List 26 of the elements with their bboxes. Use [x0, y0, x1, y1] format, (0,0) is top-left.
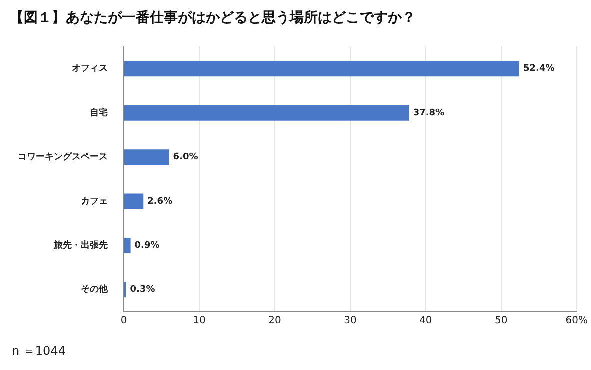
- x-tick-label: 0: [120, 316, 128, 327]
- bar: [124, 238, 131, 254]
- data-label: 0.3%: [130, 285, 156, 296]
- y-tick-label: 自宅: [90, 107, 108, 118]
- text: n ＝1044: [12, 344, 66, 358]
- x-tick-label: 10: [193, 316, 206, 327]
- bar: [124, 61, 520, 77]
- y-tick-label: コワーキングスペース: [18, 152, 108, 163]
- y-tick-label: 旅先・出張先: [53, 240, 108, 252]
- data-label: 37.8%: [413, 108, 445, 118]
- x-tick-label: 20: [268, 316, 282, 327]
- x-tick-label: 50: [495, 316, 508, 327]
- bar: [124, 194, 144, 210]
- data-label: 0.9%: [134, 241, 160, 252]
- x-tick-label: 40: [420, 316, 432, 327]
- bar: [124, 150, 170, 166]
- y-tick-label: カフェ: [81, 196, 108, 207]
- x-tick-label: 60%: [566, 316, 588, 327]
- x-tick-label: 30: [344, 316, 357, 327]
- data-label: 52.4%: [524, 64, 555, 74]
- y-tick-label: オフィス: [72, 64, 108, 74]
- chart-title: 【図１】あなたが一番仕事がはかどると思う場所はどこですか？: [10, 10, 416, 26]
- y-tick-label: その他: [81, 284, 109, 296]
- data-label: 6.0%: [173, 152, 198, 163]
- data-label: 2.6%: [148, 196, 173, 207]
- bar: [124, 105, 410, 121]
